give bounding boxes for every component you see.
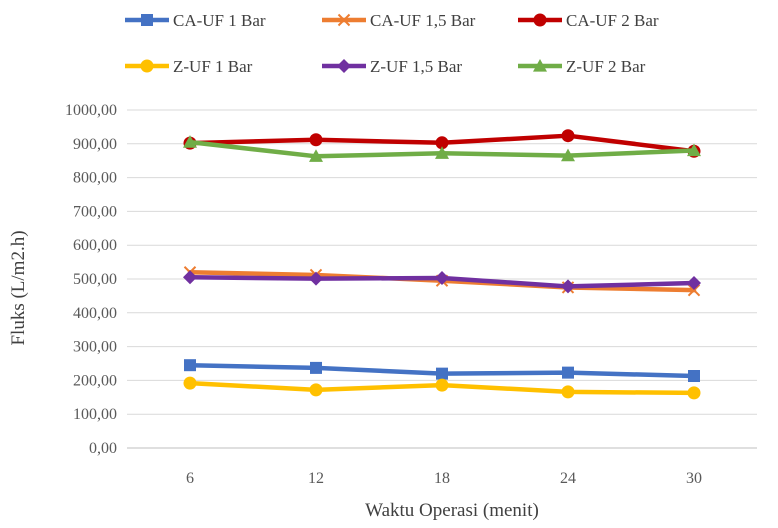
data-point xyxy=(688,370,700,383)
data-point xyxy=(561,385,575,399)
data-point xyxy=(184,359,196,372)
y-tick-label: 800,00 xyxy=(73,170,117,187)
data-point xyxy=(435,136,449,150)
legend-item: Z-UF 1 Bar xyxy=(125,57,253,76)
data-point xyxy=(141,14,153,26)
data-point xyxy=(561,279,575,294)
data-point xyxy=(435,378,449,392)
data-point xyxy=(183,376,197,390)
data-point xyxy=(337,59,351,73)
legend-label: Z-UF 1,5 Bar xyxy=(370,57,462,76)
series-5 xyxy=(183,135,701,162)
legend: CA-UF 1 Bar CA-UF 1,5 Bar CA-UF 2 Bar Z-UF … xyxy=(125,11,659,76)
data-point xyxy=(337,13,351,27)
data-point xyxy=(533,13,547,27)
x-tick-label: 24 xyxy=(560,470,576,487)
legend-label: Z-UF 1 Bar xyxy=(173,57,253,76)
y-tick-label: 700,00 xyxy=(73,203,117,220)
y-tick-labels: 0,00 100,00 200,00 300,00 400,00 500,00 600,00… xyxy=(65,102,117,457)
y-tick-label: 1000,00 xyxy=(65,102,117,119)
data-point xyxy=(183,270,197,285)
legend-label: CA-UF 2 Bar xyxy=(566,11,659,30)
y-tick-label: 900,00 xyxy=(73,136,117,153)
data-point xyxy=(687,276,701,291)
y-tick-label: 600,00 xyxy=(73,237,117,254)
x-axis-title: Waktu Operasi (menit) xyxy=(365,500,539,521)
data-point xyxy=(183,135,197,148)
x-tick-label: 18 xyxy=(434,470,450,487)
series-group xyxy=(183,129,701,400)
legend-label: Z-UF 2 Bar xyxy=(566,57,646,76)
y-tick-label: 0,00 xyxy=(89,440,117,457)
legend-item: CA-UF 1,5 Bar xyxy=(322,11,476,30)
data-point xyxy=(435,146,449,159)
data-point xyxy=(562,366,574,379)
data-point xyxy=(309,133,323,147)
y-tick-label: 400,00 xyxy=(73,305,117,322)
y-tick-label: 100,00 xyxy=(73,406,117,423)
x-tick-labels: 6 12 18 24 30 xyxy=(186,470,702,487)
legend-label: CA-UF 1,5 Bar xyxy=(370,11,476,30)
data-point xyxy=(561,148,575,162)
data-point xyxy=(687,386,701,400)
y-tick-label: 200,00 xyxy=(73,372,117,389)
x-tick-label: 30 xyxy=(686,470,702,487)
data-point xyxy=(687,143,701,157)
data-point xyxy=(561,129,575,143)
legend-item: CA-UF 2 Bar xyxy=(518,11,659,30)
data-point xyxy=(435,270,449,285)
series-2 xyxy=(183,129,701,158)
x-tick-label: 6 xyxy=(186,470,194,487)
x-tick-label: 12 xyxy=(308,470,324,487)
y-tick-label: 500,00 xyxy=(73,271,117,288)
series-0 xyxy=(184,359,700,383)
legend-item: Z-UF 2 Bar xyxy=(518,57,646,76)
legend-item: Z-UF 1,5 Bar xyxy=(322,57,462,76)
legend-label: CA-UF 1 Bar xyxy=(173,11,266,30)
y-axis-title: Fluks (L/m2.h) xyxy=(8,230,29,345)
legend-item: CA-UF 1 Bar xyxy=(125,11,266,30)
data-point xyxy=(309,149,323,162)
series-3 xyxy=(183,376,701,400)
data-point xyxy=(310,361,322,374)
data-point xyxy=(140,59,154,73)
data-point xyxy=(436,367,448,380)
data-point xyxy=(687,283,701,297)
data-point xyxy=(309,383,323,397)
data-point xyxy=(533,59,547,72)
series-4 xyxy=(183,270,701,294)
y-tick-label: 300,00 xyxy=(73,339,117,356)
data-point xyxy=(309,271,323,286)
